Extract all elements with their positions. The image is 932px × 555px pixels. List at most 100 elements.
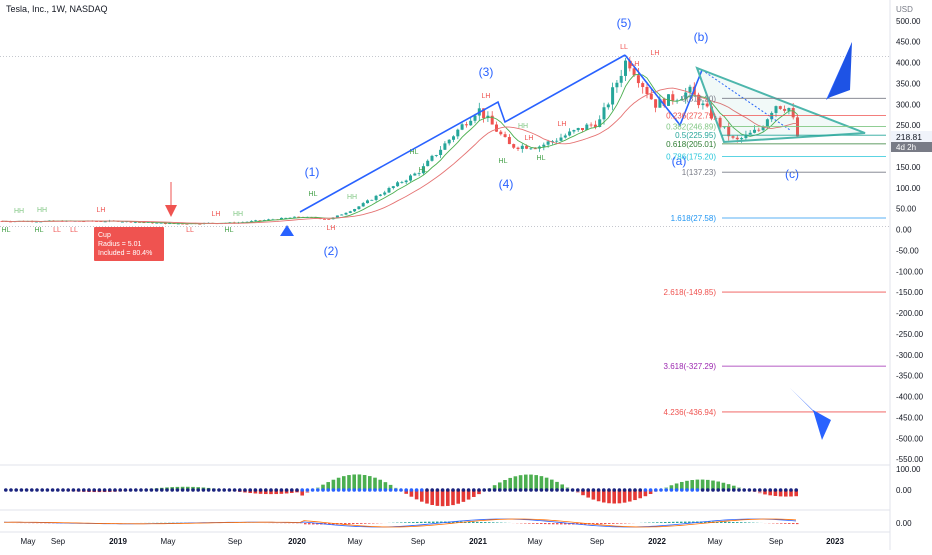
squeeze-dot: [467, 488, 471, 492]
macd-histogram-bar: [788, 523, 791, 524]
macd-histogram-bar: [492, 522, 495, 523]
squeeze-dot: [103, 488, 107, 492]
elliott-impulse-line: [300, 55, 625, 212]
squeeze-dot: [233, 488, 237, 492]
momentum-bar: [451, 490, 455, 505]
candle-body: [388, 188, 391, 192]
squeeze-dot: [129, 488, 133, 492]
candle-body: [590, 125, 593, 126]
squeeze-dot: [534, 488, 538, 492]
squeeze-dot: [425, 488, 429, 492]
wave-label: (c): [785, 167, 799, 181]
squeeze-dot: [763, 488, 767, 492]
squeeze-dot: [56, 488, 60, 492]
squeeze-dot: [607, 488, 611, 492]
candle-body: [560, 138, 563, 141]
squeeze-dot: [274, 488, 278, 492]
price-tick-label: 100.00: [896, 184, 921, 193]
momentum-bar: [508, 478, 512, 490]
cup-radius: Radius = 5.01: [98, 241, 141, 248]
squeeze-dot: [581, 488, 585, 492]
price-tick-label: 50.00: [896, 205, 917, 214]
macd-histogram-bar: [556, 523, 559, 524]
pivot-label: LH: [482, 93, 491, 100]
squeeze-dot: [618, 488, 622, 492]
candle-body: [495, 125, 498, 132]
squeeze-dot: [576, 488, 580, 492]
squeeze-dot: [742, 488, 746, 492]
macd-histogram-bar: [660, 522, 663, 523]
squeeze-dot: [784, 488, 788, 492]
squeeze-dot: [690, 488, 694, 492]
price-tick-label: -100.00: [896, 267, 924, 276]
squeeze-dot: [212, 488, 216, 492]
wave-label: (3): [479, 65, 494, 79]
macd-histogram-bar: [488, 522, 491, 523]
macd-histogram-bar: [672, 522, 675, 523]
squeeze-dot: [259, 488, 263, 492]
time-axis-label: May: [20, 537, 35, 546]
macd-histogram-bar: [604, 523, 607, 524]
pivot-label: HL: [309, 191, 318, 198]
macd-histogram-bar: [612, 523, 615, 524]
squeeze-dot: [472, 488, 476, 492]
candle-body: [624, 61, 627, 76]
time-axis-label: Sep: [228, 537, 243, 546]
squeeze-dot: [87, 488, 91, 492]
squeeze-dot: [524, 488, 528, 492]
pivot-label: LL: [186, 227, 194, 234]
squeeze-dot: [716, 488, 720, 492]
macd-signal-line: [4, 519, 796, 527]
candle-body: [620, 76, 623, 83]
candle-body: [375, 196, 378, 200]
squeeze-dot: [269, 488, 273, 492]
momentum-bar: [514, 476, 518, 490]
squeeze-dot: [4, 488, 8, 492]
squeeze-dot: [46, 488, 50, 492]
squeeze-dot: [649, 488, 653, 492]
candle-body: [529, 148, 532, 149]
macd-histogram-bar: [620, 523, 623, 524]
macd-histogram-bar: [540, 523, 543, 524]
price-tick-label: 500.00: [896, 17, 921, 26]
squeeze-dot: [228, 488, 232, 492]
squeeze-dot: [503, 488, 507, 492]
squeeze-dot: [222, 488, 226, 492]
squeeze-dot: [623, 488, 627, 492]
momentum-bar: [612, 490, 616, 504]
time-axis-label: 2023: [826, 537, 844, 546]
macd-histogram-bar: [664, 522, 667, 523]
squeeze-dot: [191, 488, 195, 492]
momentum-bar: [602, 490, 606, 502]
candle-body: [293, 217, 296, 218]
candle-body: [564, 135, 567, 137]
candle-body: [336, 215, 339, 217]
squeeze-dot: [144, 488, 148, 492]
squeeze-dot: [768, 488, 772, 492]
squeeze-dot: [98, 488, 102, 492]
macd-histogram-bar: [424, 522, 427, 523]
pivot-label: LL: [620, 44, 628, 51]
pivot-label: HL: [419, 167, 428, 174]
macd-histogram-bar: [676, 522, 679, 523]
squeeze-dot: [628, 488, 632, 492]
candle-body: [607, 104, 610, 107]
candle-body: [448, 140, 451, 144]
pivot-label: LH: [631, 61, 640, 68]
candle-body: [547, 141, 550, 144]
squeeze-dot: [410, 488, 414, 492]
candle-body: [603, 107, 606, 119]
fib-level-label: 4.236(-436.94): [664, 408, 717, 417]
price-tick-label: 400.00: [896, 59, 921, 68]
momentum-bar: [618, 490, 622, 503]
price-tick-label: -450.00: [896, 413, 924, 422]
momentum-bar: [373, 478, 377, 490]
squeeze-dot: [701, 488, 705, 492]
indicator2-tick: 0.00: [896, 519, 912, 528]
countdown-value: 4d 2h: [896, 143, 916, 152]
time-axis-label: Sep: [590, 537, 605, 546]
momentum-bar: [534, 475, 538, 490]
squeeze-dot: [560, 488, 564, 492]
